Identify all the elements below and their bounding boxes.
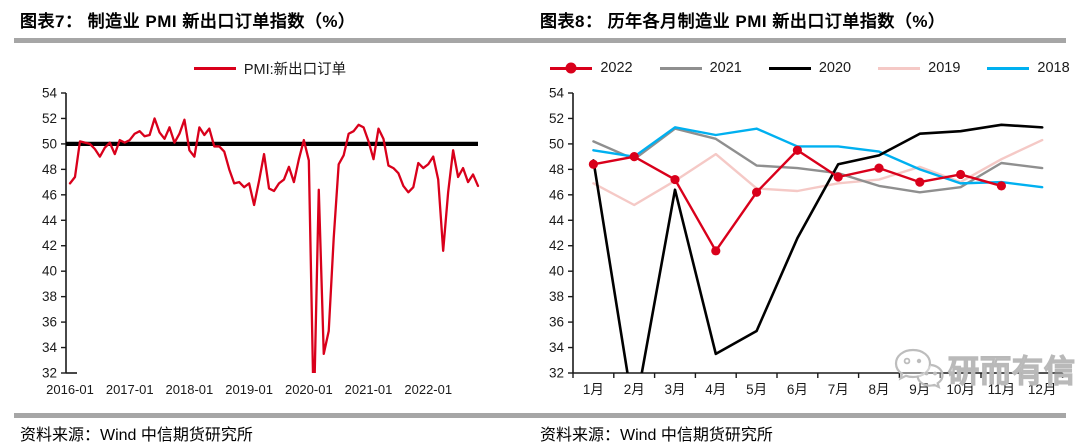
svg-text:8月: 8月 <box>868 382 889 397</box>
svg-text:9月: 9月 <box>909 382 930 397</box>
legend-swatch <box>659 66 702 70</box>
svg-text:12月: 12月 <box>1028 382 1057 397</box>
legend-label: 2018 <box>1037 60 1070 76</box>
right-chart-panel: 2022 2021 2020 2019 2018 32 34 36 38 40 42 44 46 48 5… <box>540 43 1080 413</box>
svg-text:34: 34 <box>549 340 565 355</box>
svg-text:2017-01: 2017-01 <box>106 382 154 397</box>
svg-text:2016-01: 2016-01 <box>46 382 94 397</box>
svg-text:42: 42 <box>549 238 564 253</box>
svg-text:48: 48 <box>42 162 57 177</box>
svg-text:7月: 7月 <box>828 382 849 397</box>
legend-item-PMI:新出口订单: PMI:新出口订单 <box>193 58 347 79</box>
right-chart-legend: 2022 2021 2020 2019 2018 <box>540 51 1080 85</box>
series-2022-marker <box>874 163 884 173</box>
svg-text:36: 36 <box>42 315 57 330</box>
svg-text:46: 46 <box>549 187 564 202</box>
svg-text:2018-01: 2018-01 <box>166 382 214 397</box>
series-2020-line <box>592 123 1044 373</box>
titles-row: 图表7： 制造业 PMI 新出口订单指数（%） 图表8： 历年各月制造业 PMI… <box>0 0 1080 38</box>
svg-text:50: 50 <box>549 136 564 151</box>
left-chart-plot: 32 34 36 38 40 42 44 46 48 50 52 54 2016-01 2017-01 20… <box>42 86 480 397</box>
legend-item-2021: 2021 <box>659 60 742 76</box>
series-2022-marker <box>752 187 762 197</box>
legend-label: 2020 <box>818 60 852 76</box>
svg-text:32: 32 <box>42 366 57 381</box>
svg-text:44: 44 <box>549 213 565 228</box>
svg-text:6月: 6月 <box>787 382 808 397</box>
charts-row: PMI:新出口订单 32 34 36 38 40 42 44 46 48 50 52 54 2016-0… <box>0 43 1080 413</box>
svg-text:2021-01: 2021-01 <box>345 382 393 397</box>
legend-swatch <box>768 66 811 70</box>
svg-text:2020-01: 2020-01 <box>285 382 333 397</box>
series-2018-line <box>592 126 1044 189</box>
legend-label: PMI:新出口订单 <box>243 61 347 78</box>
svg-text:4月: 4月 <box>705 382 726 397</box>
svg-text:52: 52 <box>42 111 57 126</box>
legend-swatch <box>878 66 921 70</box>
legend-swatch <box>550 62 593 74</box>
legend-item-2018: 2018 <box>987 60 1070 76</box>
svg-text:10月: 10月 <box>946 382 975 397</box>
series-2022-marker <box>833 172 843 182</box>
series-2022-marker <box>670 174 680 185</box>
svg-text:36: 36 <box>549 315 564 330</box>
series-2022-marker <box>915 177 925 187</box>
left-chart-title: 图表7： 制造业 PMI 新出口订单指数（%） <box>20 11 356 31</box>
svg-text:2022-01: 2022-01 <box>404 382 452 397</box>
series-2022-marker <box>996 181 1006 191</box>
svg-text:54: 54 <box>42 86 58 101</box>
svg-text:48: 48 <box>549 162 564 177</box>
svg-text:38: 38 <box>549 289 564 304</box>
svg-text:3月: 3月 <box>664 382 685 397</box>
legend-swatch <box>987 66 1030 70</box>
svg-text:52: 52 <box>549 111 564 126</box>
svg-text:1月: 1月 <box>583 382 604 397</box>
title-divider <box>14 38 1066 43</box>
series-2022-marker <box>792 145 802 155</box>
right-source-text: 资料来源：Wind 中信期货研究所 <box>540 427 773 444</box>
legend-item-2020: 2020 <box>768 60 852 76</box>
svg-text:44: 44 <box>42 213 58 228</box>
series-pmi-new-export-orders-line <box>68 117 480 373</box>
left-chart-panel: PMI:新出口订单 32 34 36 38 40 42 44 46 48 50 52 54 2016-0… <box>0 43 540 413</box>
right-chart-title: 图表8： 历年各月制造业 PMI 新出口订单指数（%） <box>540 11 946 31</box>
svg-text:5月: 5月 <box>746 382 767 397</box>
svg-text:46: 46 <box>42 187 57 202</box>
series-2022-marker <box>711 246 721 256</box>
series-2022-marker <box>956 169 966 180</box>
svg-text:2019-01: 2019-01 <box>225 382 273 397</box>
legend-marker-dot <box>565 62 577 74</box>
svg-text:2月: 2月 <box>624 382 645 397</box>
footer-divider <box>14 413 1066 418</box>
legend-label: 2019 <box>928 60 961 76</box>
series-2022-marker <box>629 152 639 162</box>
legend-label: 2022 <box>600 60 633 76</box>
series-2022-marker <box>588 159 598 169</box>
svg-text:34: 34 <box>42 340 58 355</box>
legend-item-2019: 2019 <box>878 60 960 76</box>
svg-text:42: 42 <box>42 238 57 253</box>
left-chart-legend: PMI:新出口订单 <box>0 51 540 85</box>
series-2019-line <box>592 138 1044 207</box>
sources-row: 资料来源：Wind 中信期货研究所 资料来源：Wind 中信期货研究所 <box>0 418 1080 448</box>
svg-text:40: 40 <box>549 264 564 279</box>
svg-text:50: 50 <box>42 136 57 151</box>
svg-text:54: 54 <box>549 86 565 101</box>
legend-swatch <box>193 66 236 70</box>
svg-text:40: 40 <box>42 264 57 279</box>
svg-text:32: 32 <box>549 366 564 381</box>
legend-label: 2021 <box>709 60 742 76</box>
left-source-text: 资料来源：Wind 中信期货研究所 <box>20 427 253 444</box>
right-chart-plot: 32 34 36 38 40 42 44 46 48 50 52 54 1月 2月 3月 4月 5月 6月 7月 8月… <box>549 86 1064 397</box>
svg-text:11月: 11月 <box>988 382 1016 397</box>
svg-text:38: 38 <box>42 289 57 304</box>
legend-item-2022: 2022 <box>550 60 633 76</box>
